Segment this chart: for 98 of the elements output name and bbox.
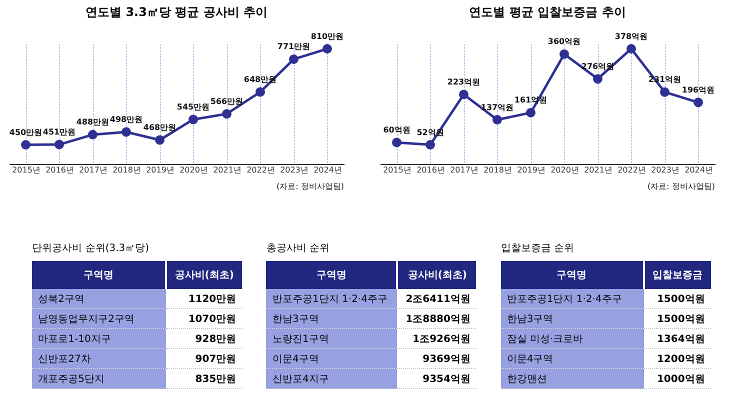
text: 9354억원 (397, 368, 476, 388)
text: 9369억원 (397, 348, 476, 368)
text: 1조8880억원 (397, 308, 476, 328)
text: 이문4구역 (266, 348, 398, 368)
point (426, 140, 435, 150)
x-tick-label: 2020년 (550, 166, 579, 174)
data-label: 566만원 (210, 96, 244, 106)
text: 입찰보증금 (644, 261, 711, 289)
point (694, 98, 703, 108)
data-label: 450만원 (9, 128, 42, 137)
text: 1364억원 (644, 328, 711, 348)
point (256, 87, 265, 97)
text: 신반포27차 (32, 348, 166, 368)
chart-title: 연도별 평균 입찰보증금 추이 (469, 4, 626, 19)
x-tick-label: 2021년 (584, 166, 612, 174)
point (322, 44, 332, 54)
x-tick-label: 2024년 (684, 166, 713, 174)
x-tick-label: 2021년 (213, 166, 242, 174)
text: 반포주공1단지 1·2·4주구 (500, 289, 644, 308)
text: 이문4구역 (500, 348, 644, 368)
text: 개포주공5단지 (32, 368, 166, 388)
data-label: 196억원 (682, 85, 715, 94)
text: 한남3구역 (266, 308, 398, 328)
text: 공사비(최초) (397, 261, 476, 289)
x-tick-label: 2022년 (618, 166, 646, 174)
x-tick-label: 2023년 (280, 166, 308, 174)
text: 성북2구역 (32, 289, 166, 308)
point (492, 115, 502, 125)
data-label: 223억원 (447, 77, 480, 86)
text: 1500억원 (644, 289, 711, 308)
data-label: 498만원 (110, 115, 143, 124)
text: 신반포4지구 (266, 368, 398, 388)
text: 2조6411억원 (397, 289, 476, 308)
point (21, 140, 30, 150)
data-label: 468만원 (143, 123, 176, 132)
text: 구역명 (266, 261, 398, 289)
text: 835만원 (166, 368, 242, 388)
text: 한강맨션 (500, 368, 644, 388)
text: 단위공사비 순위(3.3㎡당) (32, 242, 150, 255)
text: 잠실 미성·크로바 (500, 328, 644, 348)
text: 마포로1-10지구 (32, 328, 166, 348)
x-tick-label: 2016년 (416, 166, 445, 174)
x-tick-label: 2017년 (450, 166, 478, 174)
text: 총공사비 순위 (266, 242, 331, 255)
x-tick-label: 2015년 (383, 166, 412, 174)
x-tick-label: 2023년 (651, 166, 680, 174)
point (122, 127, 131, 137)
data-label: 378억원 (614, 32, 648, 41)
point (222, 109, 232, 119)
text: 928만원 (166, 328, 242, 348)
data-label: 451만원 (42, 128, 76, 137)
text: 구역명 (32, 261, 166, 289)
text: 입찰보증금 순위 (500, 242, 575, 255)
text: 공사비(최초) (166, 261, 242, 289)
point (392, 138, 402, 148)
x-tick-label: 2022년 (246, 166, 275, 174)
point (593, 74, 602, 84)
text: 남영동업무지구2구역 (32, 308, 166, 328)
text: 반포주공1단지 1·2·4주구 (266, 289, 398, 308)
text: 1조926억원 (397, 328, 476, 348)
x-tick-label: 2024년 (314, 166, 342, 174)
point (155, 135, 164, 145)
data-label: 360억원 (548, 37, 581, 46)
text: 노량진1구역 (266, 328, 398, 348)
text: 1200억원 (644, 348, 711, 368)
point (188, 114, 198, 124)
text: 1000억원 (644, 368, 711, 388)
text: 1070만원 (166, 308, 242, 328)
text: 907만원 (166, 348, 242, 368)
point (560, 49, 569, 59)
point (626, 44, 636, 54)
x-tick-label: 2020년 (180, 166, 208, 174)
text: 1500억원 (644, 308, 711, 328)
data-label: 810만원 (310, 32, 344, 41)
text: (자료: 정비사업팀) (646, 181, 715, 192)
chart-title: 연도별 3.3㎡당 평균 공사비 추이 (86, 4, 268, 19)
text: 한남3구역 (500, 308, 644, 328)
x-tick-label: 2015년 (12, 166, 40, 174)
point (289, 54, 298, 64)
x-tick-label: 2017년 (79, 166, 108, 174)
text: 구역명 (500, 261, 644, 289)
data-label: 60억원 (383, 125, 410, 134)
point (459, 90, 468, 100)
data-label: 545만원 (176, 102, 210, 112)
point (88, 130, 98, 140)
text: 1120만원 (166, 289, 242, 308)
text: (자료: 정비사업팀) (276, 181, 344, 192)
x-tick-label: 2019년 (517, 166, 546, 174)
data-label: 137억원 (480, 102, 514, 112)
x-tick-label: 2016년 (46, 166, 74, 174)
x-tick-label: 2019년 (146, 166, 174, 174)
point (54, 140, 64, 150)
data-label: 771만원 (277, 42, 310, 52)
x-tick-label: 2018년 (484, 166, 512, 174)
x-tick-label: 2018년 (112, 166, 141, 174)
point (526, 108, 536, 118)
data-label: 488만원 (76, 118, 110, 127)
point (660, 87, 670, 97)
